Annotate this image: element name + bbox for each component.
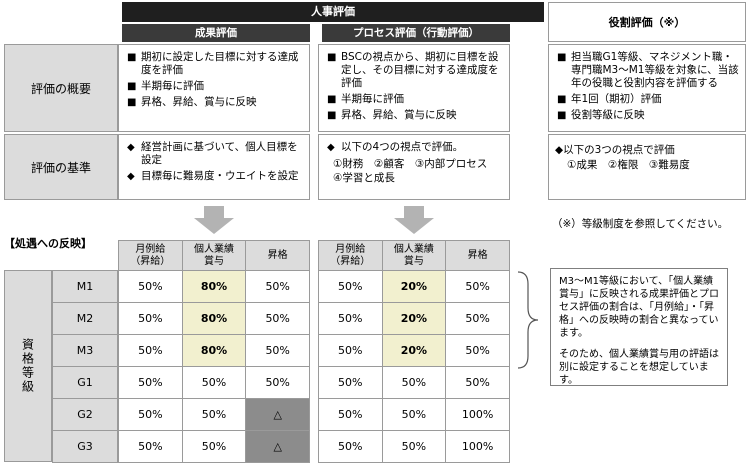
col1-title: 成果評価 — [122, 24, 310, 42]
main-title: 人事評価 — [122, 2, 544, 22]
table-cell: 80% — [181, 270, 247, 303]
table-cell: 50% — [381, 366, 447, 399]
table-cell: 50% — [181, 366, 247, 399]
table-cell: 50% — [318, 334, 383, 367]
down-arrow-icon — [194, 206, 234, 234]
table-cell: 50% — [318, 398, 383, 431]
table-cell: △ — [245, 430, 310, 463]
header-bonus: 個人業績 賞与 — [181, 240, 247, 271]
grade-label: 資格等級 — [4, 270, 52, 462]
table-cell: 50% — [118, 334, 183, 367]
table-cell: 80% — [181, 334, 247, 367]
criteria-col2: ◆ 以下の4つの視点で評価。 ①財務 ②顧客 ③内部プロセス ④学習と成長 — [318, 134, 510, 200]
table-cell: 50% — [181, 398, 247, 431]
overview-label: 評価の概要 — [4, 44, 118, 132]
overview-col1-item: ■ 半期毎に評価 — [127, 80, 204, 92]
table-cell: 20% — [381, 302, 447, 335]
header-bonus: 個人業績 賞与 — [381, 240, 447, 271]
table-cell: 50% — [245, 270, 310, 303]
note-para1: M3～M1等級において、「個人業績賞与」に反映される成果評価とプロセス評価の割合… — [559, 276, 719, 339]
overview-col3-item: ■ 担当職G1等級、マネジメント職・専門職M3～M1等級を対象に、当該年の役職と役… — [557, 51, 739, 89]
table-cell: 50% — [118, 302, 183, 335]
table-cell: 20% — [381, 270, 447, 303]
criteria-col1-item: ◆ 目標毎に難易度・ウエイトを設定 — [127, 170, 299, 182]
table-cell: 50% — [445, 366, 510, 399]
criteria-col1-item: ◆ 経営計画に基づいて、個人目標を設定 — [127, 141, 298, 166]
table-cell: 50% — [118, 398, 183, 431]
table-cell: 50% — [245, 334, 310, 367]
overview-col1-item: ■ 昇格、昇給、賞与に反映 — [127, 96, 257, 108]
grade-cell: G2 — [52, 398, 118, 431]
header-promotion: 昇格 — [445, 240, 510, 271]
criteria-col2-sub2: ④学習と成長 — [333, 172, 395, 184]
treatment-title: 【処遇への反映】 — [4, 237, 92, 250]
grade-cell: G3 — [52, 430, 118, 463]
footnote: （※）等級制度を参照してください。 — [552, 218, 729, 230]
grade-rows: M1 M2 M3 G1 G2 G3 — [52, 270, 118, 463]
overview-col3-item: ■ 役割等級に反映 — [557, 109, 645, 121]
table-cell: 50% — [318, 302, 383, 335]
overview-col3: ■ 担当職G1等級、マネジメント職・専門職M3～M1等級を対象に、当該年の役職と役… — [548, 44, 746, 132]
grade-cell: M3 — [52, 334, 118, 367]
grade-cell: M2 — [52, 302, 118, 335]
table-cell: 50% — [445, 302, 510, 335]
criteria-label: 評価の基準 — [4, 134, 118, 200]
criteria-col3-intro: ◆以下の3つの視点で評価 — [555, 144, 675, 156]
note-para2: そのため、個人業績賞与用の評語は別に設定することを想定しています。 — [559, 349, 719, 386]
criteria-col1: ◆ 経営計画に基づいて、個人目標を設定 ◆ 目標毎に難易度・ウエイトを設定 — [118, 134, 310, 200]
table-cell: △ — [245, 398, 310, 431]
result-eval-table: 月例給 （昇給） 個人業績 賞与 昇格 50% 80% 50% 50% 80% 50% 50… — [118, 240, 310, 463]
note-box: M3～M1等級において、「個人業績賞与」に反映される成果評価とプロセス評価の割合… — [550, 268, 728, 386]
table-cell: 50% — [118, 430, 183, 463]
table-cell: 50% — [245, 302, 310, 335]
table-cell: 50% — [245, 366, 310, 399]
overview-col2: ■ BSCの視点から、期初に目標を設定し、その目標に対する達成度を評価 ■ 半期毎に… — [318, 44, 510, 132]
header-monthly: 月例給 （昇給） — [118, 240, 183, 271]
table-cell: 50% — [118, 366, 183, 399]
table-cell: 50% — [181, 430, 247, 463]
table-cell: 50% — [318, 270, 383, 303]
brace-icon — [517, 271, 539, 369]
header-monthly: 月例給 （昇給） — [318, 240, 383, 271]
overview-col1-item: ■ 期初に設定した目標に対する達成度を評価 — [127, 51, 299, 76]
table-cell: 50% — [318, 430, 383, 463]
table-cell: 80% — [181, 302, 247, 335]
table-cell: 50% — [118, 270, 183, 303]
overview-col3-item: ■ 年1回（期初）評価 — [557, 93, 662, 105]
table-cell: 50% — [381, 398, 447, 431]
col3-title: 役割評価（※） — [548, 2, 746, 42]
table-cell: 50% — [445, 334, 510, 367]
criteria-col3: ◆以下の3つの視点で評価 ①成果 ②権限 ③難易度 — [548, 134, 746, 200]
overview-col2-item: ■ 昇格、昇給、賞与に反映 — [327, 109, 457, 121]
overview-col2-item: ■ BSCの視点から、期初に目標を設定し、その目標に対する達成度を評価 — [327, 51, 499, 89]
overview-col1: ■ 期初に設定した目標に対する達成度を評価 ■ 半期毎に評価 ■ 昇格、昇給、賞与に反… — [118, 44, 310, 132]
table-cell: 50% — [381, 430, 447, 463]
table-cell: 50% — [318, 366, 383, 399]
table-cell: 50% — [445, 270, 510, 303]
col2-title: プロセス評価（行動評価） — [322, 24, 510, 42]
criteria-col2-item: ◆ 以下の4つの視点で評価。 — [327, 141, 464, 153]
overview-col2-item: ■ 半期毎に評価 — [327, 93, 404, 105]
table-cell: 100% — [445, 430, 510, 463]
criteria-col3-sub: ①成果 ②権限 ③難易度 — [567, 159, 690, 171]
criteria-col2-sub1: ①財務 ②顧客 ③内部プロセス — [333, 158, 488, 170]
grade-cell: M1 — [52, 270, 118, 303]
header-promotion: 昇格 — [245, 240, 310, 271]
down-arrow-icon — [394, 206, 434, 234]
process-eval-table: 月例給 （昇給） 個人業績 賞与 昇格 50% 20% 50% 50% 20% 50% 50… — [318, 240, 510, 463]
table-cell: 20% — [381, 334, 447, 367]
grade-cell: G1 — [52, 366, 118, 399]
table-cell: 100% — [445, 398, 510, 431]
